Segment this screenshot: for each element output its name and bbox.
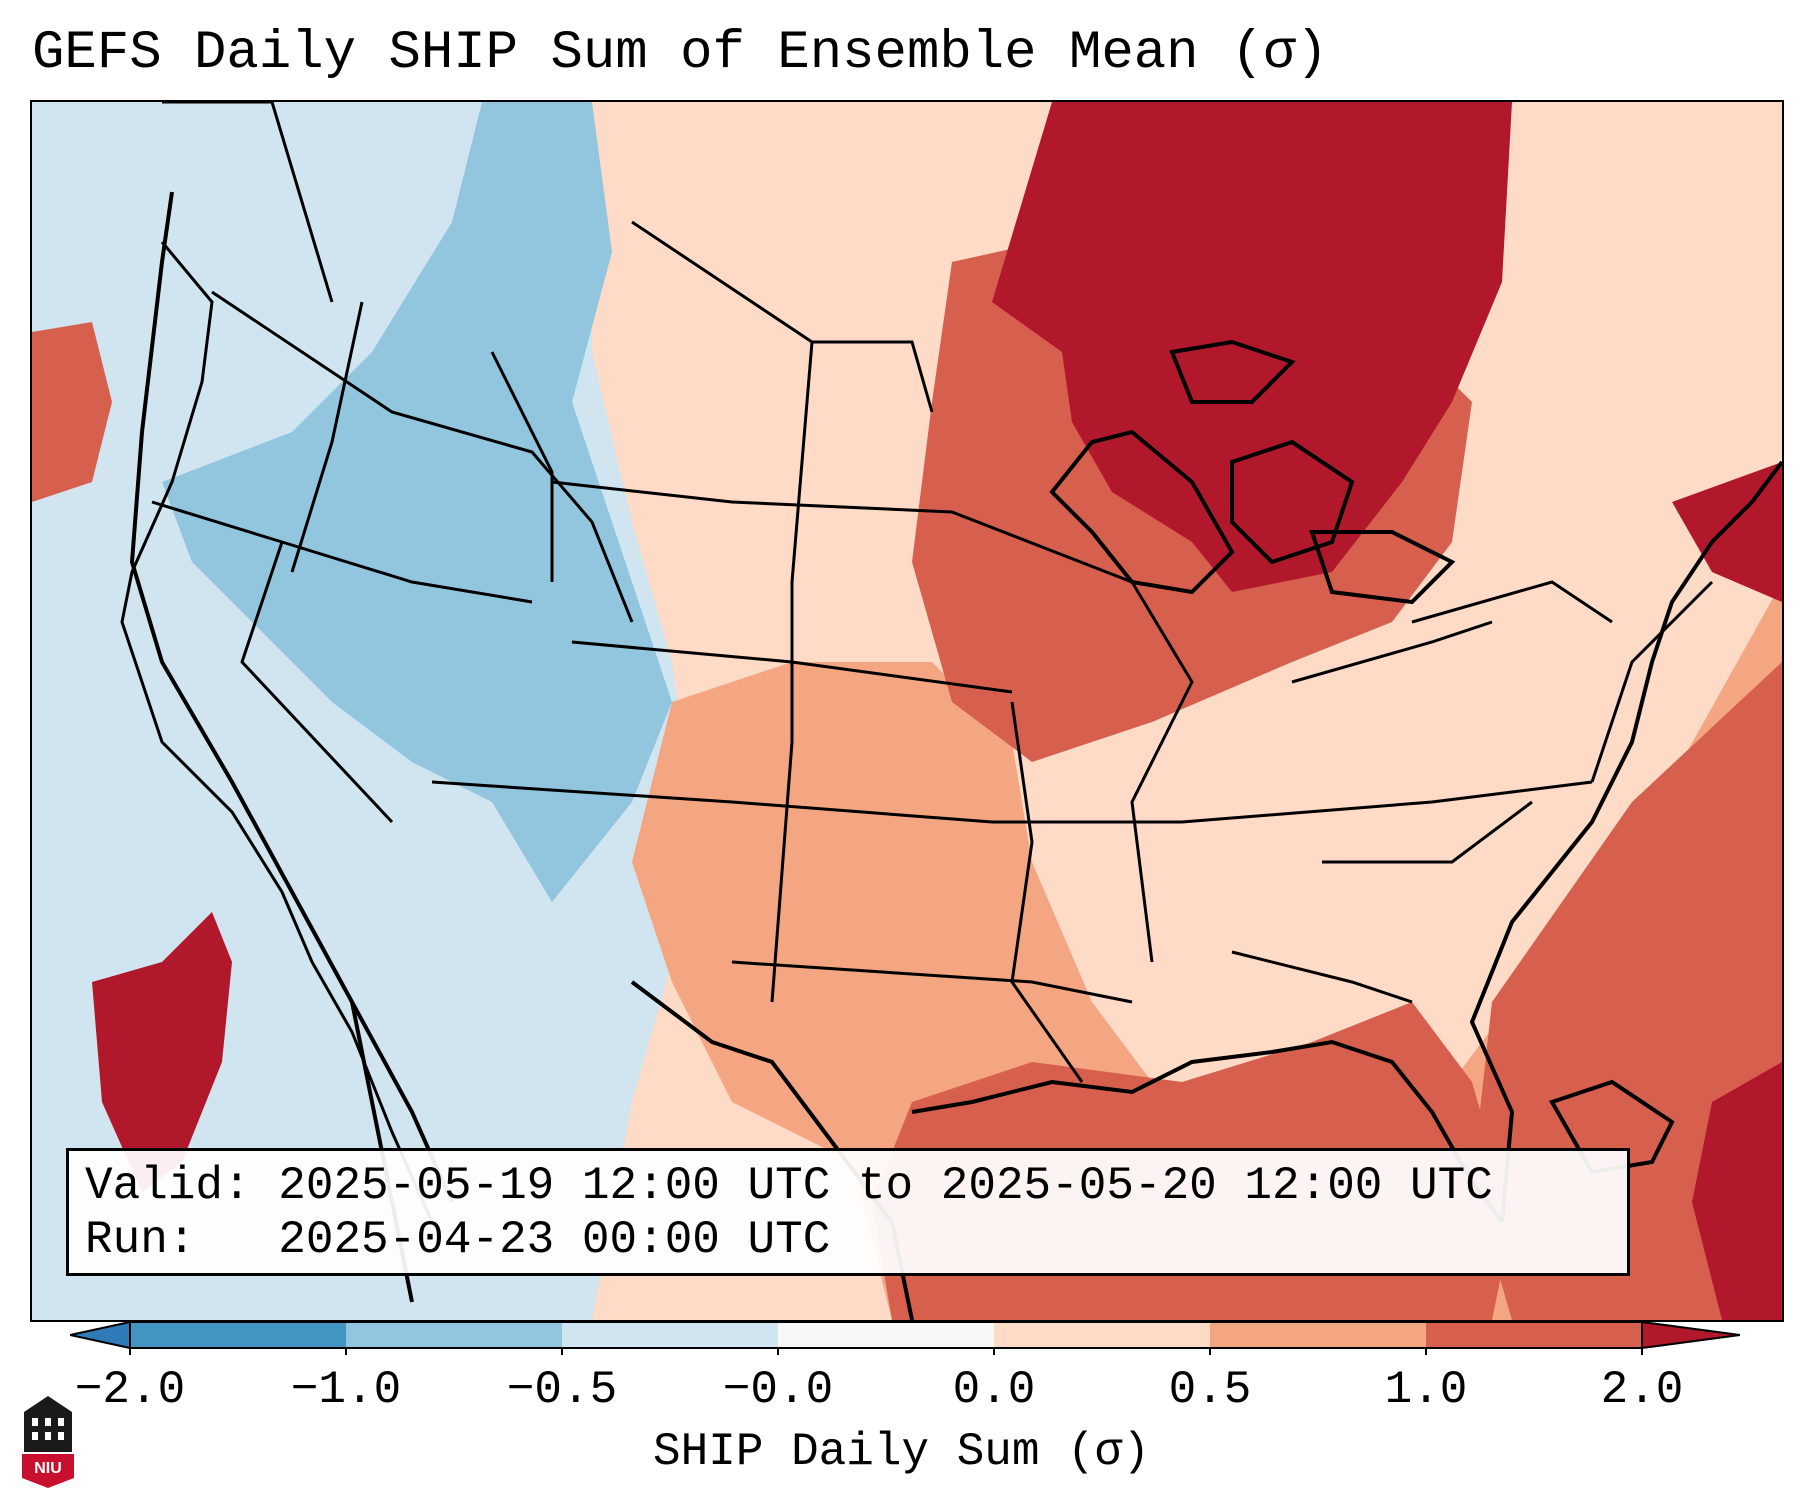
colorbar-tick-label: −0.5 bbox=[506, 1364, 618, 1416]
colorbar-bin-1-2 bbox=[1426, 1322, 1642, 1348]
run-time-text: Run: 2025-04-23 00:00 UTC bbox=[85, 1214, 831, 1266]
colorbar-bin-m05-0 bbox=[562, 1322, 778, 1348]
niu-logo-graphic bbox=[22, 1396, 74, 1488]
valid-time-text: Valid: 2025-05-19 12:00 UTC to 2025-05-2… bbox=[85, 1160, 1493, 1212]
map-canvas bbox=[32, 102, 1782, 1320]
colorbar-extend-low bbox=[70, 1320, 131, 1350]
colorbar-bin-0-05 bbox=[994, 1322, 1210, 1348]
colorbar-tick-label: −0.0 bbox=[722, 1364, 834, 1416]
colorbar-extend-high bbox=[1641, 1320, 1740, 1350]
colorbar-bin-05-1 bbox=[1210, 1322, 1426, 1348]
region-pacific-high bbox=[32, 322, 112, 502]
map-panel bbox=[30, 100, 1784, 1322]
colorbar-tick-label: 0.0 bbox=[952, 1364, 1036, 1416]
state-borders bbox=[120, 102, 1714, 1223]
region-atlantic-extreme bbox=[1672, 462, 1782, 1320]
colorbar-ticks bbox=[129, 1348, 1643, 1355]
colorbar-outline bbox=[129, 1321, 1643, 1349]
colorbar-tick-label: −1.0 bbox=[290, 1364, 402, 1416]
chart-title: GEFS Daily SHIP Sum of Ensemble Mean (σ) bbox=[32, 23, 1329, 84]
colorbar-tick-label: 2.0 bbox=[1600, 1364, 1684, 1416]
colorbar-bin-m2-m1 bbox=[130, 1322, 346, 1348]
niu-logo: NIU bbox=[20, 1392, 76, 1488]
colorbar-label: SHIP Daily Sum (σ) bbox=[653, 1426, 1150, 1478]
colorbar-tick-label: 0.5 bbox=[1168, 1364, 1252, 1416]
colorbar-tick-label: −2.0 bbox=[74, 1364, 186, 1416]
colorbar-bin-m1-m05 bbox=[346, 1322, 562, 1348]
colorbar bbox=[70, 1320, 1740, 1355]
colorbar-bin-0-0 bbox=[778, 1322, 994, 1348]
colorbar-tick-label: 1.0 bbox=[1384, 1364, 1468, 1416]
region-pacific-extreme bbox=[92, 912, 232, 1192]
region-rockies-below bbox=[162, 102, 672, 902]
validity-info-box: Valid: 2025-05-19 12:00 UTC to 2025-05-2… bbox=[66, 1148, 1630, 1276]
niu-logo-text: NIU bbox=[34, 1460, 62, 1477]
